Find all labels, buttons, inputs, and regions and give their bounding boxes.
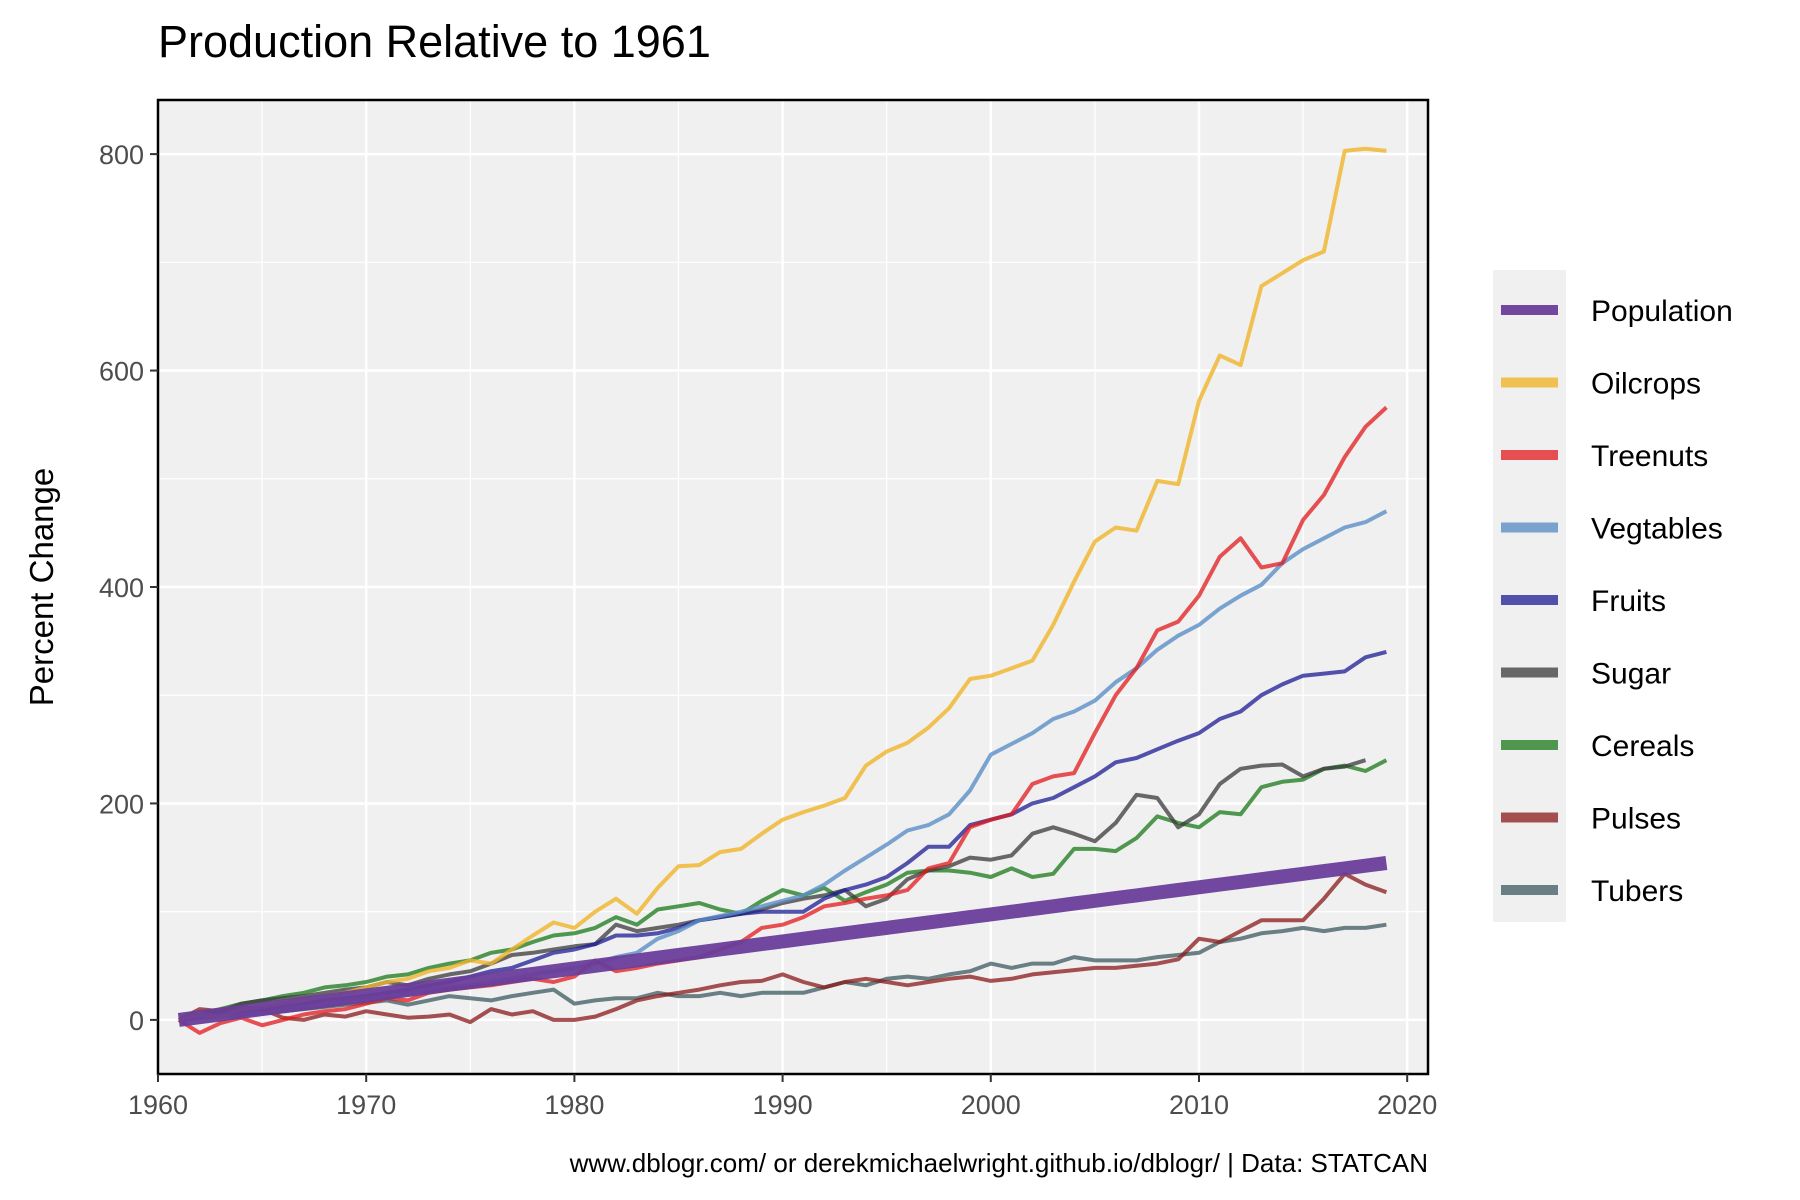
x-tick-label: 1960 xyxy=(128,1090,188,1120)
axes: 1960 1970 1980 1990 2000 2010 2020 0 200 400 600 80… xyxy=(99,140,1437,1120)
legend-label-tubers: Tubers xyxy=(1591,875,1683,908)
legend: Population Oilcrops Treenuts Vegtables Fruit… xyxy=(1493,270,1733,922)
legend-label-oilcrops: Oilcrops xyxy=(1591,368,1701,401)
y-tick-label: 200 xyxy=(99,789,144,819)
y-tick-label: 0 xyxy=(129,1006,144,1036)
legend-label-treenuts: Treenuts xyxy=(1591,440,1708,473)
series-line-population xyxy=(177,856,1388,1027)
x-tick-label: 1990 xyxy=(753,1090,813,1120)
x-tick-label: 2000 xyxy=(961,1090,1021,1120)
series-lines xyxy=(177,146,1388,1035)
x-tick-label: 1980 xyxy=(544,1090,604,1120)
series-line-pulses xyxy=(177,871,1388,1025)
y-tick-label: 600 xyxy=(99,357,144,387)
legend-label-sugar: Sugar xyxy=(1591,658,1671,691)
x-tick-label: 2020 xyxy=(1377,1090,1437,1120)
x-tick-label: 1970 xyxy=(336,1090,396,1120)
chart-title: Production Relative to 1961 xyxy=(158,16,711,67)
y-axis-title: Percent Change xyxy=(23,468,60,707)
legend-label-vegtables: Vegtables xyxy=(1591,513,1723,546)
legend-label-population: Population xyxy=(1591,295,1733,328)
legend-label-cereals: Cereals xyxy=(1591,730,1694,763)
caption: www.dblogr.com/ or derekmichaelwright.gi… xyxy=(569,1148,1428,1178)
y-tick-label: 800 xyxy=(99,140,144,170)
x-tick-label: 2010 xyxy=(1169,1090,1229,1120)
series-line-oilcrops xyxy=(178,146,1387,1022)
legend-label-pulses: Pulses xyxy=(1591,803,1681,836)
legend-label-fruits: Fruits xyxy=(1591,585,1666,618)
y-tick-label: 400 xyxy=(99,573,144,603)
